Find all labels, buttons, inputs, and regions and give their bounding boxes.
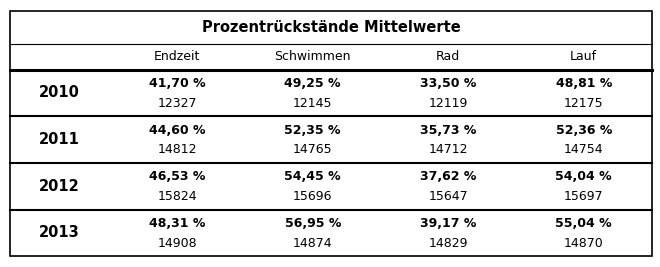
Text: 56,95 %: 56,95 % [284,217,341,230]
Text: 14754: 14754 [564,143,603,156]
Text: 46,53 %: 46,53 % [149,170,205,183]
Text: 35,73 %: 35,73 % [420,124,477,137]
Text: 41,70 %: 41,70 % [149,77,205,90]
Text: 14765: 14765 [293,143,333,156]
Text: Schwimmen: Schwimmen [275,50,351,63]
Text: 33,50 %: 33,50 % [420,77,477,90]
Text: 52,35 %: 52,35 % [284,124,341,137]
Text: 55,04 %: 55,04 % [555,217,612,230]
Text: 14874: 14874 [293,237,333,250]
Text: 54,45 %: 54,45 % [284,170,341,183]
Text: 12119: 12119 [428,97,468,110]
Text: 2011: 2011 [39,132,80,147]
Text: Lauf: Lauf [570,50,597,63]
Text: 14712: 14712 [428,143,468,156]
Text: 2013: 2013 [40,226,80,241]
Text: Endzeit: Endzeit [154,50,201,63]
Text: 14812: 14812 [158,143,197,156]
Text: 2010: 2010 [39,85,80,100]
Text: 54,04 %: 54,04 % [555,170,612,183]
Text: 2012: 2012 [40,179,80,194]
Text: 48,81 %: 48,81 % [556,77,612,90]
Text: 48,31 %: 48,31 % [149,217,205,230]
Text: Rad: Rad [436,50,460,63]
Text: 14829: 14829 [428,237,468,250]
Text: 15696: 15696 [293,190,333,203]
Text: 52,36 %: 52,36 % [556,124,612,137]
Text: 15824: 15824 [157,190,197,203]
Text: 12175: 12175 [564,97,603,110]
Text: 39,17 %: 39,17 % [420,217,477,230]
Text: 44,60 %: 44,60 % [149,124,205,137]
Text: Prozentrückstände Mittelwerte: Prozentrückstände Mittelwerte [201,20,461,35]
Text: 49,25 %: 49,25 % [284,77,341,90]
Text: 12327: 12327 [158,97,197,110]
Text: 37,62 %: 37,62 % [420,170,477,183]
Text: 15647: 15647 [428,190,468,203]
Text: 12145: 12145 [293,97,333,110]
Text: 14870: 14870 [564,237,603,250]
Text: 15697: 15697 [564,190,603,203]
Text: 14908: 14908 [157,237,197,250]
